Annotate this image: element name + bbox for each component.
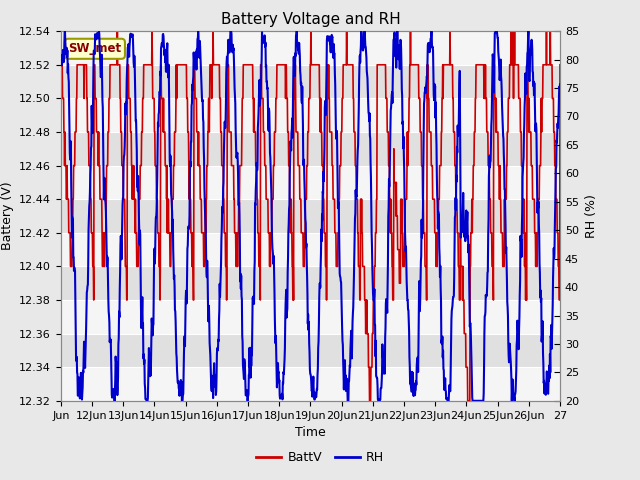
Bar [61,300,560,334]
Y-axis label: RH (%): RH (%) [584,194,598,238]
X-axis label: Time: Time [295,426,326,439]
Legend: BattV, RH: BattV, RH [251,446,389,469]
Bar [61,233,560,266]
Bar [61,132,560,166]
Bar [61,367,560,401]
Bar [61,199,560,233]
Text: SW_met: SW_met [68,42,122,55]
Y-axis label: Battery (V): Battery (V) [1,182,13,250]
Bar [61,65,560,98]
Bar [61,98,560,132]
Bar [61,266,560,300]
Bar [61,166,560,199]
Title: Battery Voltage and RH: Battery Voltage and RH [221,12,400,27]
Bar [61,31,560,65]
Bar [61,334,560,367]
